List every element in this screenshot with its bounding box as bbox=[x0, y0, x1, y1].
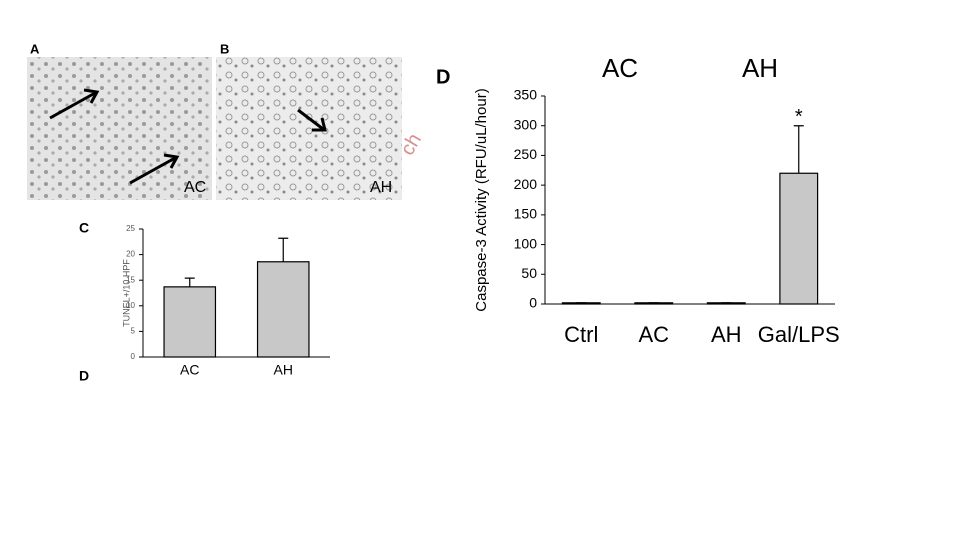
micrograph-a bbox=[27, 57, 212, 200]
y-tick-label: 20 bbox=[126, 250, 135, 259]
y-axis-label: Caspase-3 Activity (RFU/uL/hour) bbox=[473, 88, 490, 311]
y-tick-label: 15 bbox=[126, 275, 135, 284]
y-tick-label: 150 bbox=[514, 206, 538, 222]
group-label: AC bbox=[602, 53, 638, 83]
micrograph-b bbox=[216, 57, 402, 200]
error-bar bbox=[184, 277, 195, 287]
y-tick-label: 300 bbox=[514, 116, 538, 132]
panel-label: D bbox=[436, 66, 450, 88]
y-tick-label: 100 bbox=[514, 235, 538, 251]
x-tick-label: Ctrl bbox=[564, 322, 598, 347]
image-caption: AC bbox=[184, 179, 206, 196]
y-tick-label: 10 bbox=[126, 301, 135, 310]
y-tick-label: 50 bbox=[521, 265, 537, 281]
panel-label: C bbox=[79, 220, 89, 236]
arrows bbox=[49, 88, 327, 185]
bar bbox=[163, 286, 217, 358]
x-tick-label: AC bbox=[180, 362, 199, 378]
group-label: AH bbox=[742, 53, 778, 83]
panel-label: D bbox=[79, 368, 89, 384]
y-tick-label: 250 bbox=[514, 146, 538, 162]
image-caption: AH bbox=[370, 179, 392, 196]
y-tick-label: 0 bbox=[529, 295, 537, 311]
y-axis-label: TUNEL+/10 HPF bbox=[121, 259, 131, 327]
panel-label: A bbox=[30, 41, 40, 56]
y-tick-label: 5 bbox=[131, 327, 136, 336]
x-tick-label: AH bbox=[274, 362, 293, 378]
y-tick-label: 200 bbox=[514, 176, 538, 192]
error-bar bbox=[278, 237, 289, 262]
x-tick-label: Gal/LPS bbox=[758, 322, 840, 347]
significance-mark: * bbox=[795, 106, 803, 128]
x-tick-label: AC bbox=[638, 322, 669, 347]
error-bar bbox=[793, 125, 804, 174]
y-tick-label: 350 bbox=[514, 87, 538, 103]
x-tick-label: AH bbox=[711, 322, 742, 347]
panel-label: B bbox=[220, 41, 229, 56]
bar bbox=[779, 172, 819, 305]
y-tick-label: 25 bbox=[126, 224, 135, 233]
bar bbox=[256, 261, 310, 358]
y-tick-label: 0 bbox=[131, 352, 136, 361]
